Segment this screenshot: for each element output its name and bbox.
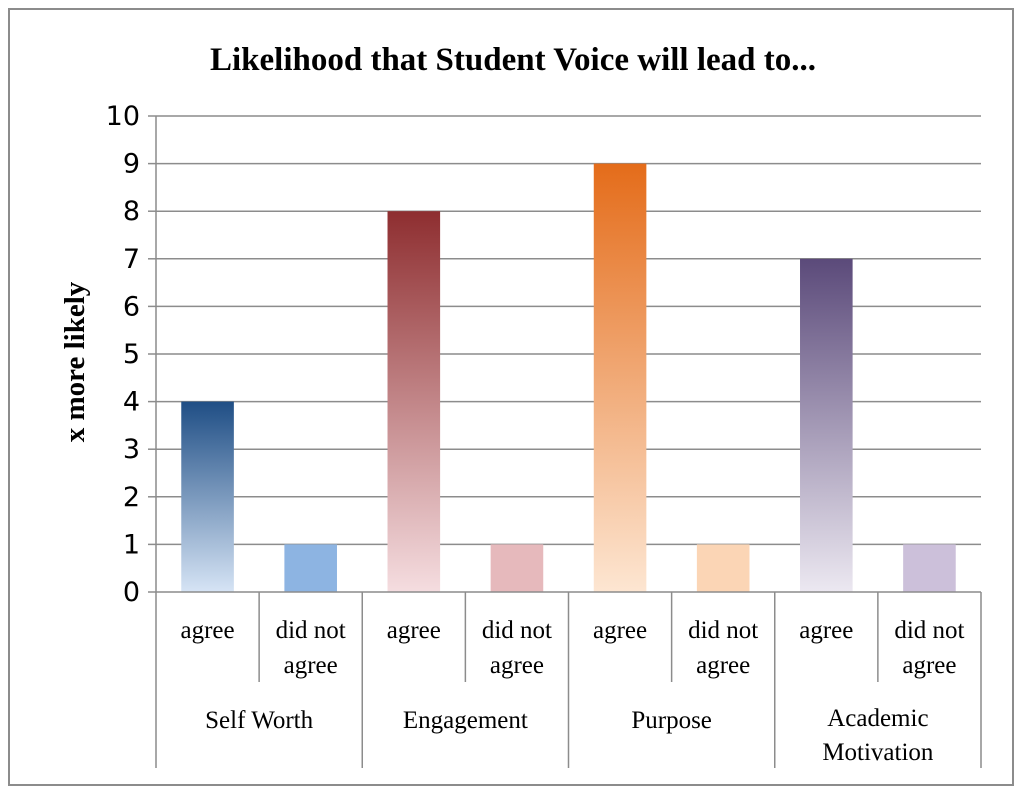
- bar-label: agree: [387, 617, 441, 644]
- group-label: Purpose: [631, 707, 712, 734]
- bar-label: did not agree: [482, 617, 552, 679]
- group-label: Self Worth: [205, 707, 313, 734]
- y-tick-label: 6: [123, 291, 140, 322]
- bar-label: agree: [593, 617, 647, 644]
- axes: 0 1 2 3 4 5 6 7 8 9 10: [106, 101, 981, 608]
- category-labels: agree did not agree Self Worth agree did not a…: [155, 592, 982, 768]
- chart-title: Likelihood that Student Voice will lead …: [210, 42, 816, 78]
- bar-academic-motivation-agree: [800, 258, 853, 592]
- y-tick-label: 9: [123, 149, 140, 180]
- y-axis-label: x more likely: [59, 281, 91, 442]
- chart-frame: Likelihood that Student Voice will lead …: [8, 8, 1014, 786]
- bar-purpose-did-not-agree: [696, 544, 750, 592]
- bar-chart: Likelihood that Student Voice will lead …: [59, 42, 982, 768]
- y-tick-label: 8: [123, 196, 140, 227]
- group-label: Engagement: [403, 707, 528, 734]
- bar-label: agree: [181, 617, 235, 644]
- bar-self-worth-did-not-agree: [284, 544, 337, 592]
- y-tick-label: 2: [123, 482, 140, 513]
- bar-self-worth-agree: [181, 401, 234, 592]
- y-tick-label: 5: [123, 339, 140, 370]
- bar-engagement-did-not-agree: [490, 544, 544, 592]
- y-tick-label: 7: [123, 244, 140, 275]
- y-tick-label: 0: [123, 577, 140, 608]
- y-tick-label: 3: [123, 434, 140, 465]
- bar-label: did not agree: [894, 617, 964, 679]
- bar-engagement-agree: [387, 211, 441, 592]
- bars: [181, 163, 956, 592]
- bar-label: did not agree: [276, 617, 346, 679]
- bar-academic-motivation-did-not-agree: [903, 544, 956, 592]
- bar-label: agree: [799, 617, 853, 644]
- group-label: Academic Motivation: [822, 705, 934, 766]
- bar-label: did not agree: [688, 617, 758, 679]
- gridlines: [156, 115, 981, 546]
- y-tick-label: 10: [106, 101, 140, 132]
- bar-purpose-agree: [593, 163, 647, 592]
- y-tick-label: 1: [123, 529, 140, 560]
- y-tick-label: 4: [123, 387, 140, 418]
